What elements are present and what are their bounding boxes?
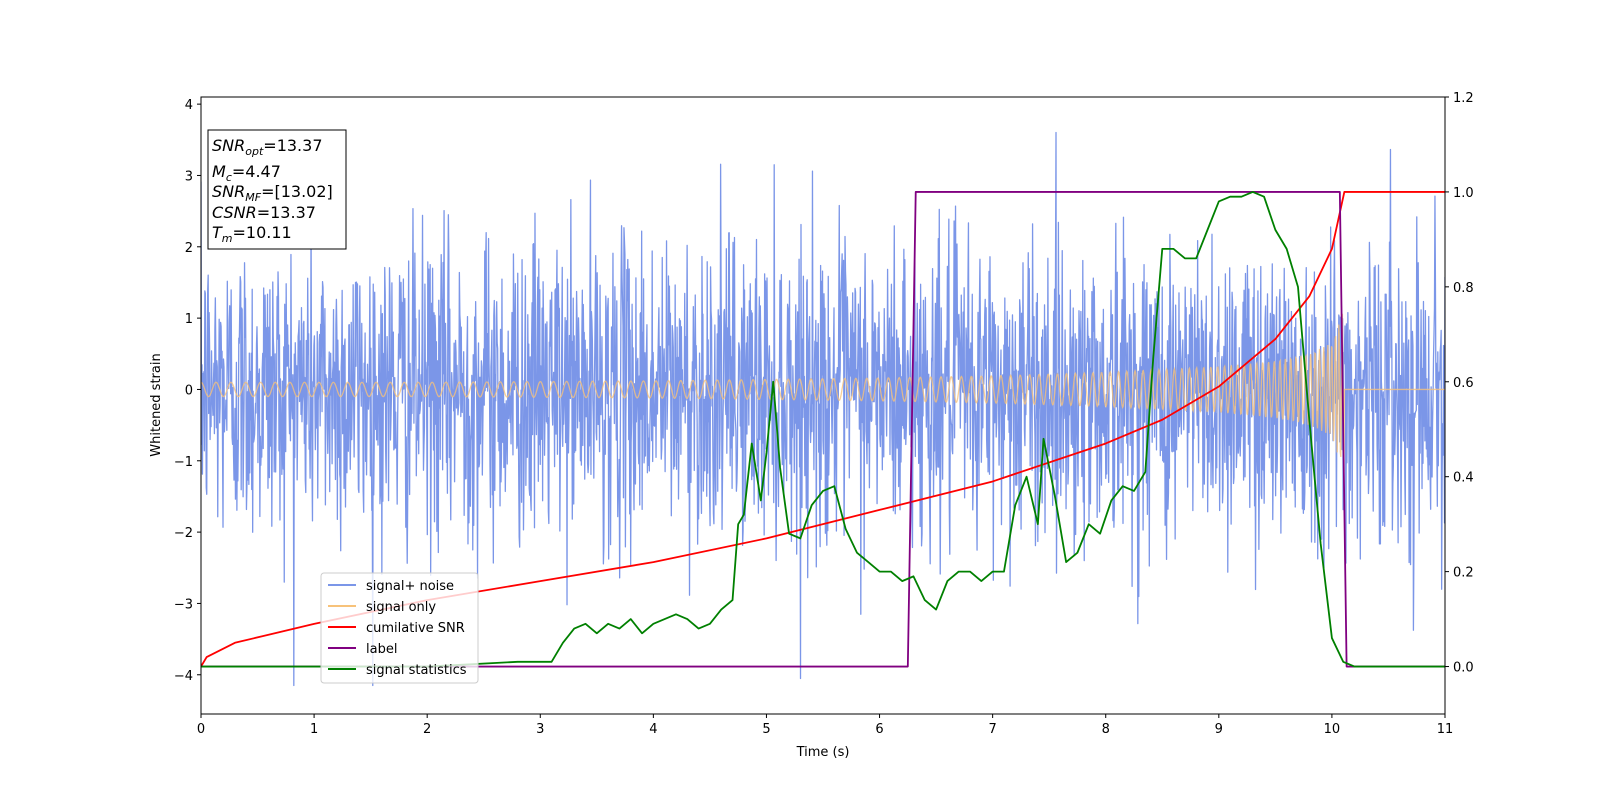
x-axis-label: Time (s)	[796, 745, 850, 760]
info-box: SNRopt=13.37 Mc=4.47SNRMF=[13.02]CSNR=13.…	[207, 129, 347, 250]
y-tick-label: −2	[174, 526, 193, 541]
y2-tick-label: 1.2	[1453, 91, 1474, 106]
plot-frame	[200, 96, 1446, 715]
x-tick-label: 5	[762, 722, 770, 737]
legend-label: label	[366, 642, 397, 657]
legend: signal+ noise signal only cumilative SNR la…	[320, 572, 479, 684]
x-tick-label: 7	[988, 722, 996, 737]
legend-label: signal statistics	[366, 663, 467, 678]
y2-tick-label: 0.0	[1453, 661, 1474, 676]
y-tick-label: 3	[185, 169, 193, 184]
info-line: Mc=4.47	[212, 162, 281, 184]
y-tick-label: −1	[174, 455, 193, 470]
info-line: CSNR=13.37	[212, 203, 316, 222]
y-tick-label: 1	[185, 312, 193, 327]
legend-frame	[320, 572, 479, 684]
info-line: Tm=10.11	[212, 223, 292, 245]
x-tick-label: 3	[536, 722, 544, 737]
x-tick-label: 1	[310, 722, 318, 737]
series-cumulative-snr-line	[201, 191, 1445, 668]
series-layer	[201, 131, 1445, 687]
info-line: SNRMF=[13.02]	[212, 182, 333, 204]
y-tick-label: −4	[174, 669, 193, 684]
x-tick-label: 4	[649, 722, 657, 737]
ticks-layer: 0 1 2 3 4 5 6 7 8 9 10 11 −4 −3 −2 −1 0 1 2 3 4 0.0 0.2 0.4 0.6 0…	[174, 91, 1474, 737]
series-signal-statistics-line	[201, 191, 1445, 668]
x-tick-label: 0	[197, 722, 205, 737]
y2-tick-label: 1.0	[1453, 186, 1474, 201]
x-tick-label: 6	[875, 722, 883, 737]
series-signal-noise-line	[201, 131, 1445, 687]
legend-label: signal+ noise	[366, 579, 454, 594]
y2-tick-label: 0.4	[1453, 471, 1474, 486]
y2-tick-label: 0.6	[1453, 376, 1474, 391]
x-tick-label: 2	[423, 722, 431, 737]
x-tick-label: 10	[1324, 722, 1341, 737]
y-tick-label: 2	[185, 241, 193, 256]
y-tick-label: 4	[185, 98, 193, 113]
y2-tick-label: 0.8	[1453, 281, 1474, 296]
legend-label: cumilative SNR	[366, 621, 465, 636]
info-line: SNRopt=13.37	[212, 136, 323, 158]
x-tick-label: 11	[1437, 722, 1454, 737]
y-tick-label: 0	[185, 383, 193, 398]
series-signal-only-line	[201, 313, 1445, 471]
x-tick-label: 8	[1102, 722, 1110, 737]
y-axis-label: Whitened strain	[149, 353, 164, 456]
y2-tick-label: 0.2	[1453, 566, 1474, 581]
y-tick-label: −3	[174, 597, 193, 612]
info-box-frame	[207, 129, 347, 250]
legend-label: signal only	[366, 600, 436, 615]
x-tick-label: 9	[1215, 722, 1223, 737]
